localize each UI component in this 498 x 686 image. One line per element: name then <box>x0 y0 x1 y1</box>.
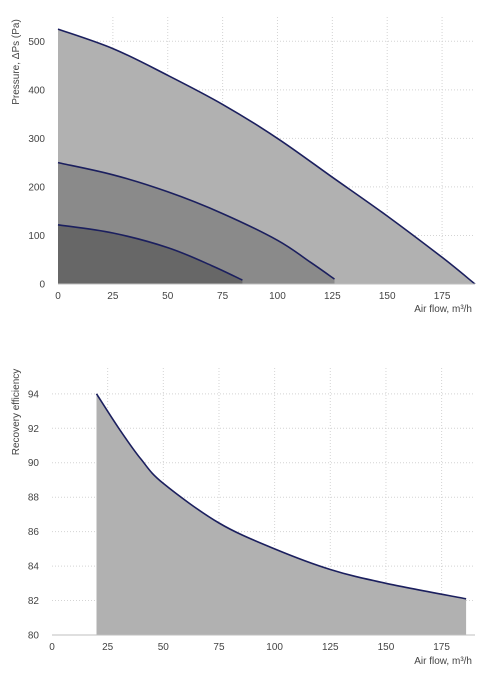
pressure-areas <box>57 28 476 285</box>
efficiency-x-tick-label: 75 <box>213 642 225 653</box>
pressure-x-tick-label: 0 <box>55 291 61 302</box>
pressure-chart: 0 25 50 75 100 125 150 175 0 100 200 300 400 500 Air… <box>11 17 476 315</box>
pressure-curve-1 <box>57 161 335 280</box>
pressure-y-tick-label: 200 <box>28 182 45 193</box>
efficiency-y-tick-label: 86 <box>28 527 40 538</box>
efficiency-y-tick-label: 84 <box>28 562 40 573</box>
pressure-y-ticks: 0 100 200 300 400 500 <box>28 37 45 291</box>
pressure-x-tick-label: 175 <box>434 291 451 302</box>
efficiency-area-0 <box>96 393 467 635</box>
pressure-y-tick-label: 500 <box>28 37 45 48</box>
pressure-x-tick-label: 125 <box>324 291 341 302</box>
efficiency-x-axis-label: Air flow, m³/h <box>414 656 472 667</box>
pressure-y-tick-label: 300 <box>28 134 45 145</box>
efficiency-y-tick-label: 94 <box>28 389 40 400</box>
pressure-x-tick-label: 75 <box>217 291 229 302</box>
efficiency-x-tick-label: 25 <box>102 642 114 653</box>
efficiency-x-ticks: 0 25 50 75 100 125 150 175 <box>49 642 450 653</box>
pressure-y-axis-label: Pressure, ΔPs (Pa) <box>11 19 22 105</box>
efficiency-y-tick-label: 92 <box>28 424 40 435</box>
efficiency-x-tick-label: 150 <box>378 642 395 653</box>
pressure-x-tick-label: 100 <box>269 291 286 302</box>
pressure-x-axis-label: Air flow, m³/h <box>414 304 472 315</box>
pressure-y-tick-label: 400 <box>28 85 45 96</box>
efficiency-x-tick-label: 125 <box>322 642 339 653</box>
pressure-y-tick-label: 100 <box>28 231 45 242</box>
pressure-x-ticks: 0 25 50 75 100 125 150 175 <box>55 291 451 302</box>
efficiency-curve-0 <box>95 393 467 600</box>
pressure-y-tick-label: 0 <box>39 280 45 291</box>
pressure-curve-0 <box>57 28 476 285</box>
efficiency-y-tick-label: 88 <box>28 493 40 504</box>
efficiency-x-tick-label: 50 <box>158 642 170 653</box>
pressure-area-2 <box>58 224 243 284</box>
efficiency-x-tick-label: 175 <box>433 642 450 653</box>
efficiency-areas <box>95 393 467 635</box>
efficiency-y-tick-label: 82 <box>28 596 40 607</box>
pressure-x-tick-label: 25 <box>107 291 119 302</box>
efficiency-x-tick-label: 0 <box>49 642 55 653</box>
pressure-x-tick-label: 50 <box>162 291 174 302</box>
pressure-curve-2 <box>57 224 243 281</box>
efficiency-y-ticks: 80 82 84 86 88 90 92 94 <box>28 389 40 641</box>
efficiency-chart: 0 25 50 75 100 125 150 175 80 82 84 86 88 90 92 94 Air… <box>11 368 475 667</box>
efficiency-y-tick-label: 90 <box>28 458 40 469</box>
efficiency-x-tick-label: 100 <box>266 642 283 653</box>
efficiency-y-axis-label: Recovery efficiency <box>11 369 22 456</box>
efficiency-y-tick-label: 80 <box>28 631 40 642</box>
pressure-x-tick-label: 150 <box>379 291 396 302</box>
